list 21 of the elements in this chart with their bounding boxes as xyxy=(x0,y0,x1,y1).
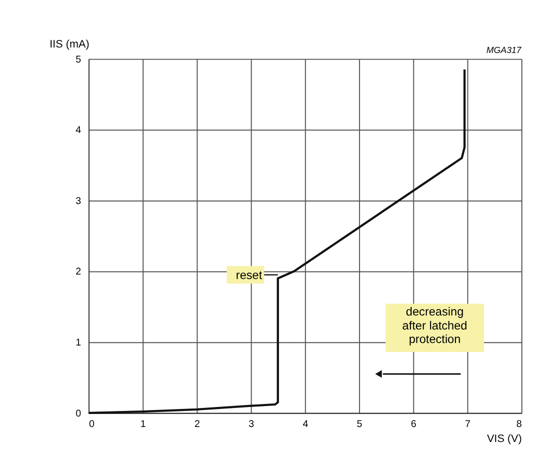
x-tick-label: 8 xyxy=(516,419,522,430)
x-tick-label: 3 xyxy=(248,419,255,430)
y-tick-label: 1 xyxy=(76,338,82,349)
y-tick-label: 2 xyxy=(76,266,82,278)
y-tick-label: 3 xyxy=(76,196,82,207)
x-tick-label: 0 xyxy=(89,419,96,430)
y-tick-label: 0 xyxy=(76,408,82,420)
text: MGA317 xyxy=(486,44,522,55)
annotation: reset xyxy=(236,268,263,282)
y-axis-title: IIS (mA) xyxy=(50,38,90,51)
x-tick-label: 5 xyxy=(356,419,363,430)
annotation: decreasing after latched protection xyxy=(402,304,468,346)
x-tick-label: 4 xyxy=(302,419,309,430)
y-tick-label: 5 xyxy=(76,54,82,66)
x-tick-label: 7 xyxy=(465,419,470,430)
y-tick-label: 4 xyxy=(76,125,82,136)
x-tick-label: 2 xyxy=(194,419,200,430)
x-axis-title: VIS (V) xyxy=(486,432,522,445)
x-tick-label: 6 xyxy=(410,419,417,430)
line-series xyxy=(87,68,466,414)
x-tick-label: 1 xyxy=(140,419,146,430)
